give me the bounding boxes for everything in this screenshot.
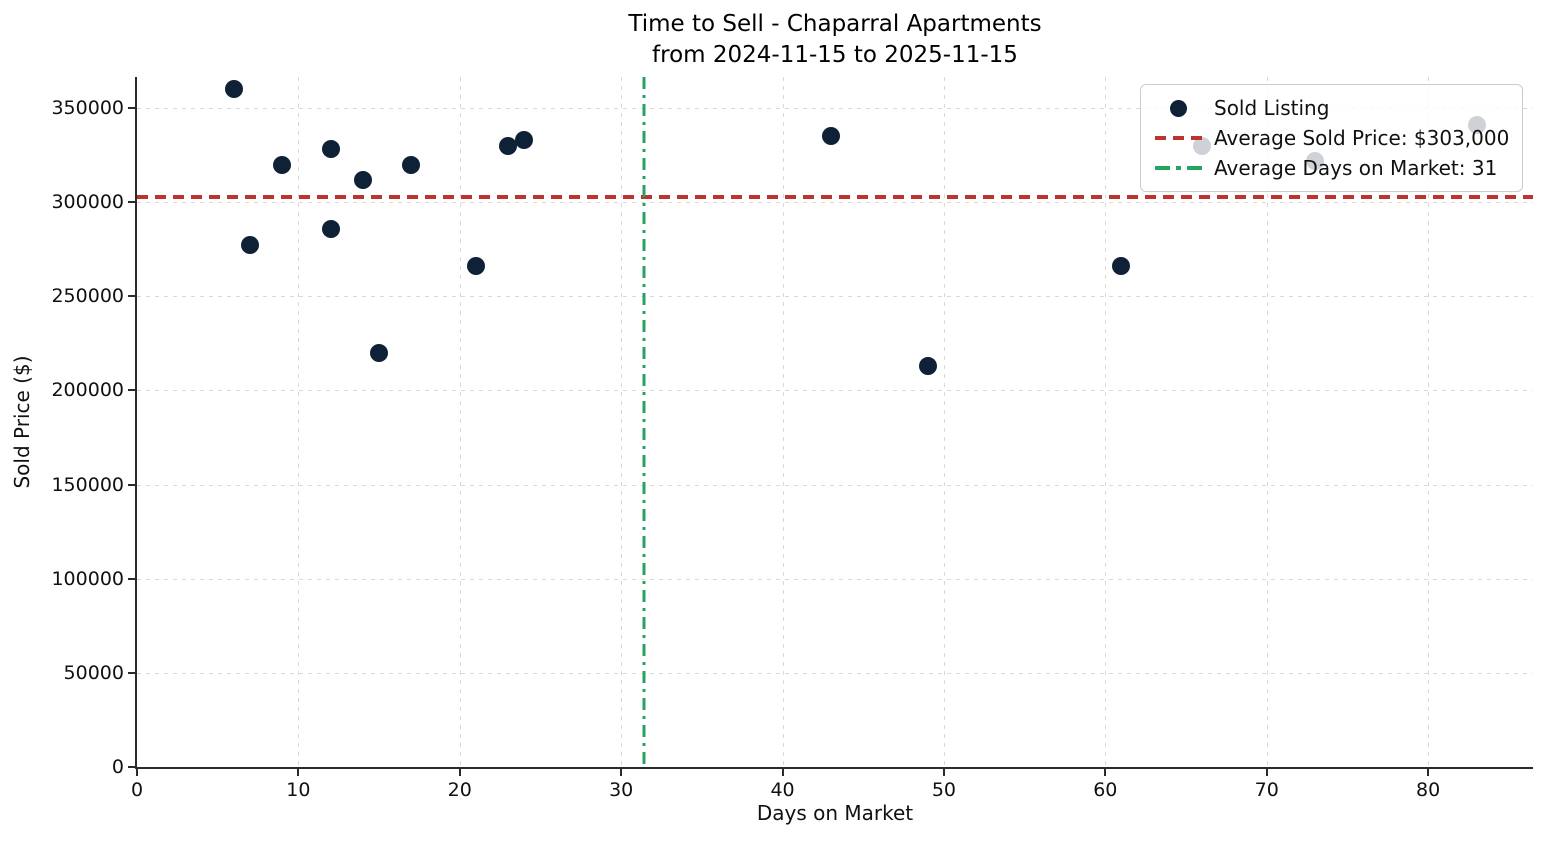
y-tick-mark [128,577,135,580]
v-gridline [459,77,461,767]
v-gridline [298,77,300,767]
v-gridline [1428,77,1430,767]
x-tick-label: 80 [1416,779,1441,801]
x-axis-spine [135,767,1533,769]
chart-title: Time to Sell - Chaparral Apartments from… [137,9,1533,71]
h-gridline [137,202,1533,204]
h-gridline [137,578,1533,580]
x-tick-mark [942,769,945,776]
scatter-point [321,219,340,238]
y-tick-label: 350000 [51,97,124,120]
y-tick-label: 250000 [51,285,124,308]
scatter-point [466,257,485,276]
avg-days-dashdot-line-icon [1154,166,1202,170]
avg-price-dashed-line-icon [1154,136,1202,140]
legend-marker [1151,166,1205,170]
scatter-point [370,343,389,362]
h-gridline [137,672,1533,674]
legend-item: Average Sold Price: $303,000 [1151,123,1512,153]
y-axis-label: Sold Price ($) [10,355,34,489]
legend-item: Sold Listing [1151,93,1512,123]
x-tick-label: 10 [286,779,311,801]
scatter-point [918,356,937,375]
legend-item: Average Days on Market: 31 [1151,153,1512,183]
scatter-point [321,140,340,159]
scatter-point [224,80,243,99]
y-tick-label: 200000 [51,379,124,402]
y-tick-mark [128,766,135,768]
v-gridline [943,77,945,767]
v-gridline [782,77,784,767]
x-tick-label: 30 [609,779,634,801]
y-tick-mark [128,107,135,110]
x-axis-label: Days on Market [756,801,914,825]
scatter-point [1112,257,1131,276]
scatter-point [821,127,840,146]
x-tick-mark [1265,769,1268,776]
y-tick-label: 50000 [63,661,124,684]
y-tick-label: 0 [111,756,124,778]
v-gridline [621,77,623,767]
x-tick-label: 60 [1093,779,1118,801]
h-gridline [137,296,1533,298]
x-tick-mark [1427,769,1430,776]
plot-area: Sold Listing Average Sold Price: $303,000… [51,77,1533,801]
chart-title-line2: from 2024-11-15 to 2025-11-15 [652,42,1018,68]
y-tick-label: 100000 [51,567,124,590]
y-tick-label: 300000 [51,191,124,214]
v-gridline [1105,77,1107,767]
x-tick-mark [297,769,300,776]
x-tick-label: 50 [931,779,957,801]
x-tick-label: 70 [1254,779,1279,801]
legend: Sold Listing Average Sold Price: $303,000… [1140,84,1523,192]
scatter-point [515,131,534,150]
scatter-point [273,155,292,174]
x-tick-mark [781,769,784,776]
average-days-on-market-line [642,77,646,767]
y-tick-mark [128,483,135,486]
y-tick-mark [128,295,135,298]
legend-item-label: Sold Listing [1214,96,1330,120]
x-tick-label: 20 [447,779,472,801]
v-gridline [1266,77,1268,767]
scatter-point [353,170,372,189]
legend-marker [1151,99,1205,117]
y-tick-mark [128,389,135,392]
y-tick-mark [128,201,135,204]
y-tick-label: 150000 [51,473,124,496]
x-tick-mark [136,769,138,776]
legend-item-label: Average Days on Market: 31 [1214,156,1498,180]
y-axis-spine [135,77,137,767]
average-sold-price-line [137,194,1533,199]
scatter-point [240,236,259,255]
h-gridline [137,484,1533,486]
legend-marker [1151,136,1205,140]
legend-item-label: Average Sold Price: $303,000 [1214,126,1510,150]
h-gridline [137,390,1533,392]
x-tick-label: 40 [770,779,795,801]
scatter-point [499,136,518,155]
x-tick-label: 0 [130,779,144,801]
chart-title-line1: Time to Sell - Chaparral Apartments [628,11,1042,37]
sold-listing-marker-icon [1169,99,1187,117]
y-tick-mark [128,671,135,674]
x-tick-mark [620,769,623,776]
h-gridline [137,108,1533,110]
scatter-point [402,155,421,174]
x-tick-mark [458,769,461,776]
x-tick-mark [1104,769,1107,776]
